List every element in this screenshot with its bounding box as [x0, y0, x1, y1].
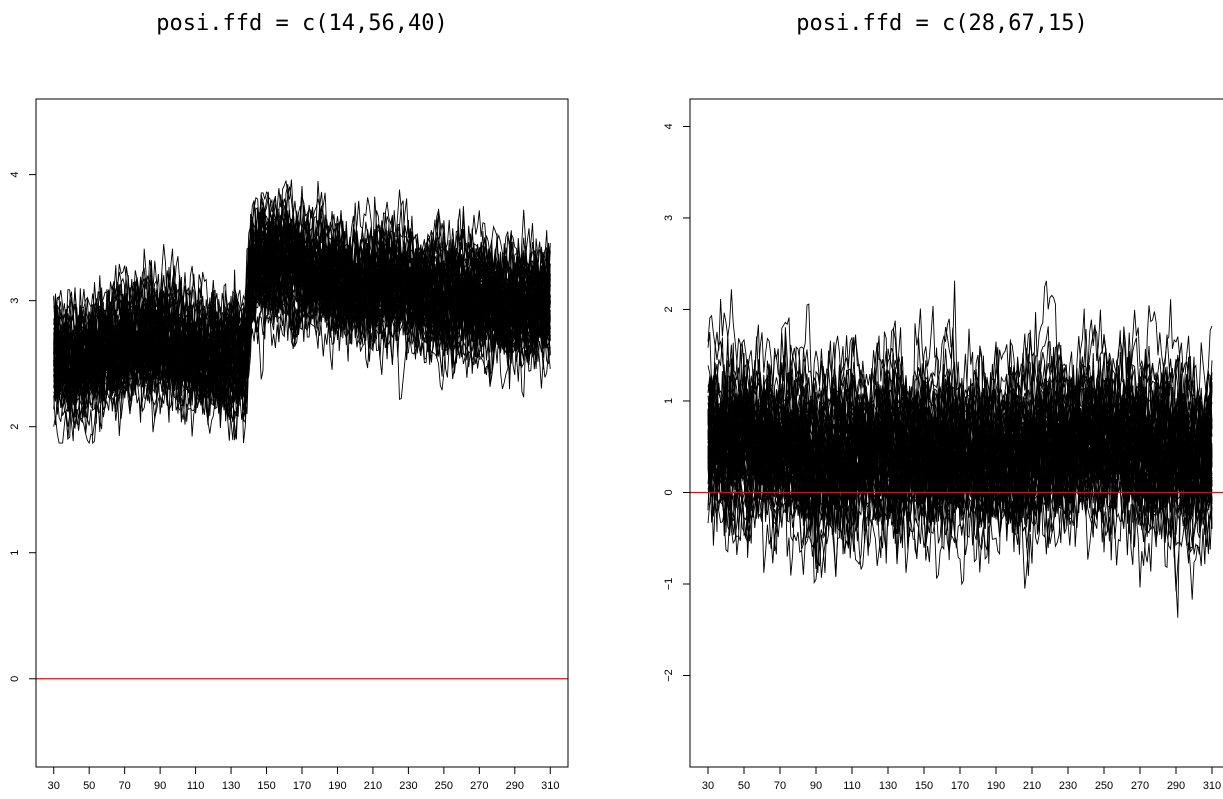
- y-tick-label: 4: [9, 172, 21, 178]
- y-tick-label: 2: [663, 306, 675, 312]
- x-tick-label: 30: [702, 780, 714, 792]
- x-tick-label: 90: [154, 780, 166, 792]
- x-tick-label: 210: [364, 780, 382, 792]
- x-tick-label: 110: [843, 780, 861, 792]
- chart-panel-left: posi.ffd = c(14,56,40) 30 50 70 90 110 130 150…: [9, 11, 569, 792]
- series-curve: [53, 210, 551, 399]
- y-tick-label: −1: [663, 578, 675, 591]
- x-tick-label: 210: [1023, 780, 1041, 792]
- chart-title-right: posi.ffd = c(28,67,15): [796, 11, 1087, 36]
- x-tick-label: 170: [293, 780, 311, 792]
- x-tick-label: 130: [222, 780, 240, 792]
- x-tick-label: 250: [1095, 780, 1113, 792]
- y-tick-label: 0: [9, 676, 21, 682]
- series-curve: [707, 397, 1213, 578]
- x-axis-left: 30 50 70 90 110 130 150 170 190 210 230 250 270 290 31…: [48, 767, 559, 792]
- x-tick-label: 250: [435, 780, 453, 792]
- curves-left: [53, 179, 551, 445]
- y-axis-left: 0 1 2 3 4: [9, 172, 36, 682]
- y-tick-label: 1: [663, 398, 675, 404]
- x-tick-label: 270: [470, 780, 488, 792]
- x-axis-right: 30 50 70 90 110 130 150 170 190 210 230 250 270 290 31…: [702, 767, 1221, 792]
- x-tick-label: 290: [506, 780, 524, 792]
- y-tick-label: 2: [9, 424, 21, 430]
- x-tick-label: 230: [399, 780, 417, 792]
- chart-title-left: posi.ffd = c(14,56,40): [156, 11, 447, 36]
- x-tick-label: 50: [738, 780, 750, 792]
- x-tick-label: 310: [1203, 780, 1221, 792]
- x-tick-label: 30: [48, 780, 60, 792]
- x-tick-label: 70: [774, 780, 786, 792]
- y-tick-label: 1: [9, 550, 21, 556]
- y-axis-right: −2 −1 0 1 2 3 4: [663, 123, 690, 682]
- x-tick-label: 270: [1131, 780, 1149, 792]
- x-tick-label: 150: [257, 780, 275, 792]
- series-curve: [53, 275, 551, 444]
- x-tick-label: 90: [810, 780, 822, 792]
- x-tick-label: 50: [83, 780, 95, 792]
- series-curve: [53, 235, 551, 434]
- x-tick-label: 190: [328, 780, 346, 792]
- x-tick-label: 290: [1167, 780, 1185, 792]
- series-curve: [53, 224, 551, 394]
- x-tick-label: 310: [541, 780, 559, 792]
- series-curve: [53, 180, 551, 345]
- series-curve: [707, 429, 1213, 618]
- curves-right: [707, 280, 1213, 618]
- series-curve: [707, 359, 1213, 529]
- x-tick-label: 110: [187, 780, 205, 792]
- y-tick-label: 0: [663, 489, 675, 495]
- chart-panel-right: posi.ffd = c(28,67,15) 30 50 70 90 110 130 150…: [663, 11, 1223, 792]
- series-curve: [53, 189, 551, 370]
- y-tick-label: 3: [663, 215, 675, 221]
- x-tick-label: 190: [987, 780, 1005, 792]
- x-tick-label: 150: [915, 780, 933, 792]
- x-tick-label: 130: [879, 780, 897, 792]
- series-curve: [707, 380, 1213, 529]
- x-tick-label: 70: [119, 780, 131, 792]
- y-tick-label: 4: [663, 123, 675, 129]
- y-tick-label: −2: [663, 669, 675, 682]
- y-tick-label: 3: [9, 298, 21, 304]
- series-curve: [707, 420, 1213, 565]
- x-tick-label: 170: [951, 780, 969, 792]
- x-tick-label: 230: [1059, 780, 1077, 792]
